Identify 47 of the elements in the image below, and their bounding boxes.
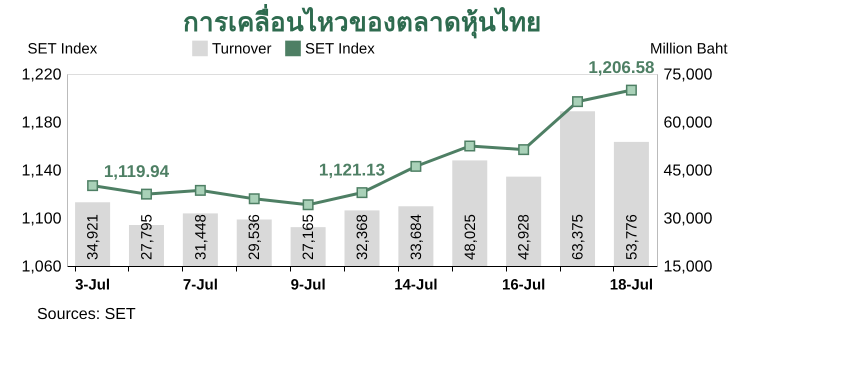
- point: [572, 96, 584, 108]
- data-label: 1,119.94: [104, 162, 170, 182]
- y2-tick-label: 15,000: [664, 258, 713, 276]
- source-note: Sources: SET: [37, 306, 136, 323]
- x-tick-label: 3-Jul: [75, 276, 110, 294]
- data-label: 33,684: [408, 214, 425, 260]
- data-label: 31,448: [192, 214, 210, 260]
- data-label: 48,025: [462, 214, 479, 260]
- data-label: 53,776: [623, 214, 640, 260]
- y-axis-title: SET Index: [28, 40, 98, 58]
- y-tick-label: 1,220: [21, 66, 62, 84]
- y2-tick-label: 60,000: [664, 114, 713, 132]
- y2-tick-label: 45,000: [664, 162, 713, 180]
- point: [140, 188, 152, 200]
- data-label: 32,368: [354, 214, 371, 260]
- y2-tick-label: 30,000: [664, 210, 713, 228]
- data-label: 34,921: [84, 214, 102, 260]
- x-tick-label: 14-Jul: [394, 276, 438, 294]
- point: [626, 84, 637, 96]
- legend-label: Turnover: [212, 40, 272, 58]
- point: [356, 187, 368, 198]
- x-tick-label: 18-Jul: [610, 276, 654, 294]
- data-label: 1,121.13: [318, 160, 386, 180]
- data-label: 42,928: [516, 214, 533, 260]
- x-tick-label: 7-Jul: [182, 276, 218, 294]
- point: [87, 180, 98, 192]
- point: [194, 184, 206, 196]
- data-label: 63,375: [570, 214, 587, 260]
- point: [410, 160, 422, 172]
- y-tick-label: 1,140: [21, 162, 62, 180]
- data-label: 1,206.58: [588, 58, 654, 78]
- y2-axis-title: Million Baht: [650, 40, 728, 58]
- point: [464, 140, 476, 152]
- chart-title: การเคลื่อนไหวของตลาดหุ้นไทย: [183, 3, 541, 39]
- y-tick-label: 1,060: [21, 258, 62, 276]
- y2-tick-label: 75,000: [664, 66, 713, 84]
- data-label: 29,536: [246, 214, 264, 260]
- point: [248, 193, 260, 204]
- point: [302, 199, 314, 210]
- data-label: 27,795: [138, 214, 156, 260]
- point: [518, 144, 530, 156]
- y-tick-label: 1,180: [21, 114, 62, 132]
- legend-label: SET Index: [305, 40, 376, 58]
- y-tick-label: 1,100: [21, 210, 62, 228]
- data-label: 27,165: [300, 214, 318, 260]
- x-tick-label: 9-Jul: [290, 276, 326, 294]
- x-tick-label: 16-Jul: [502, 276, 546, 294]
